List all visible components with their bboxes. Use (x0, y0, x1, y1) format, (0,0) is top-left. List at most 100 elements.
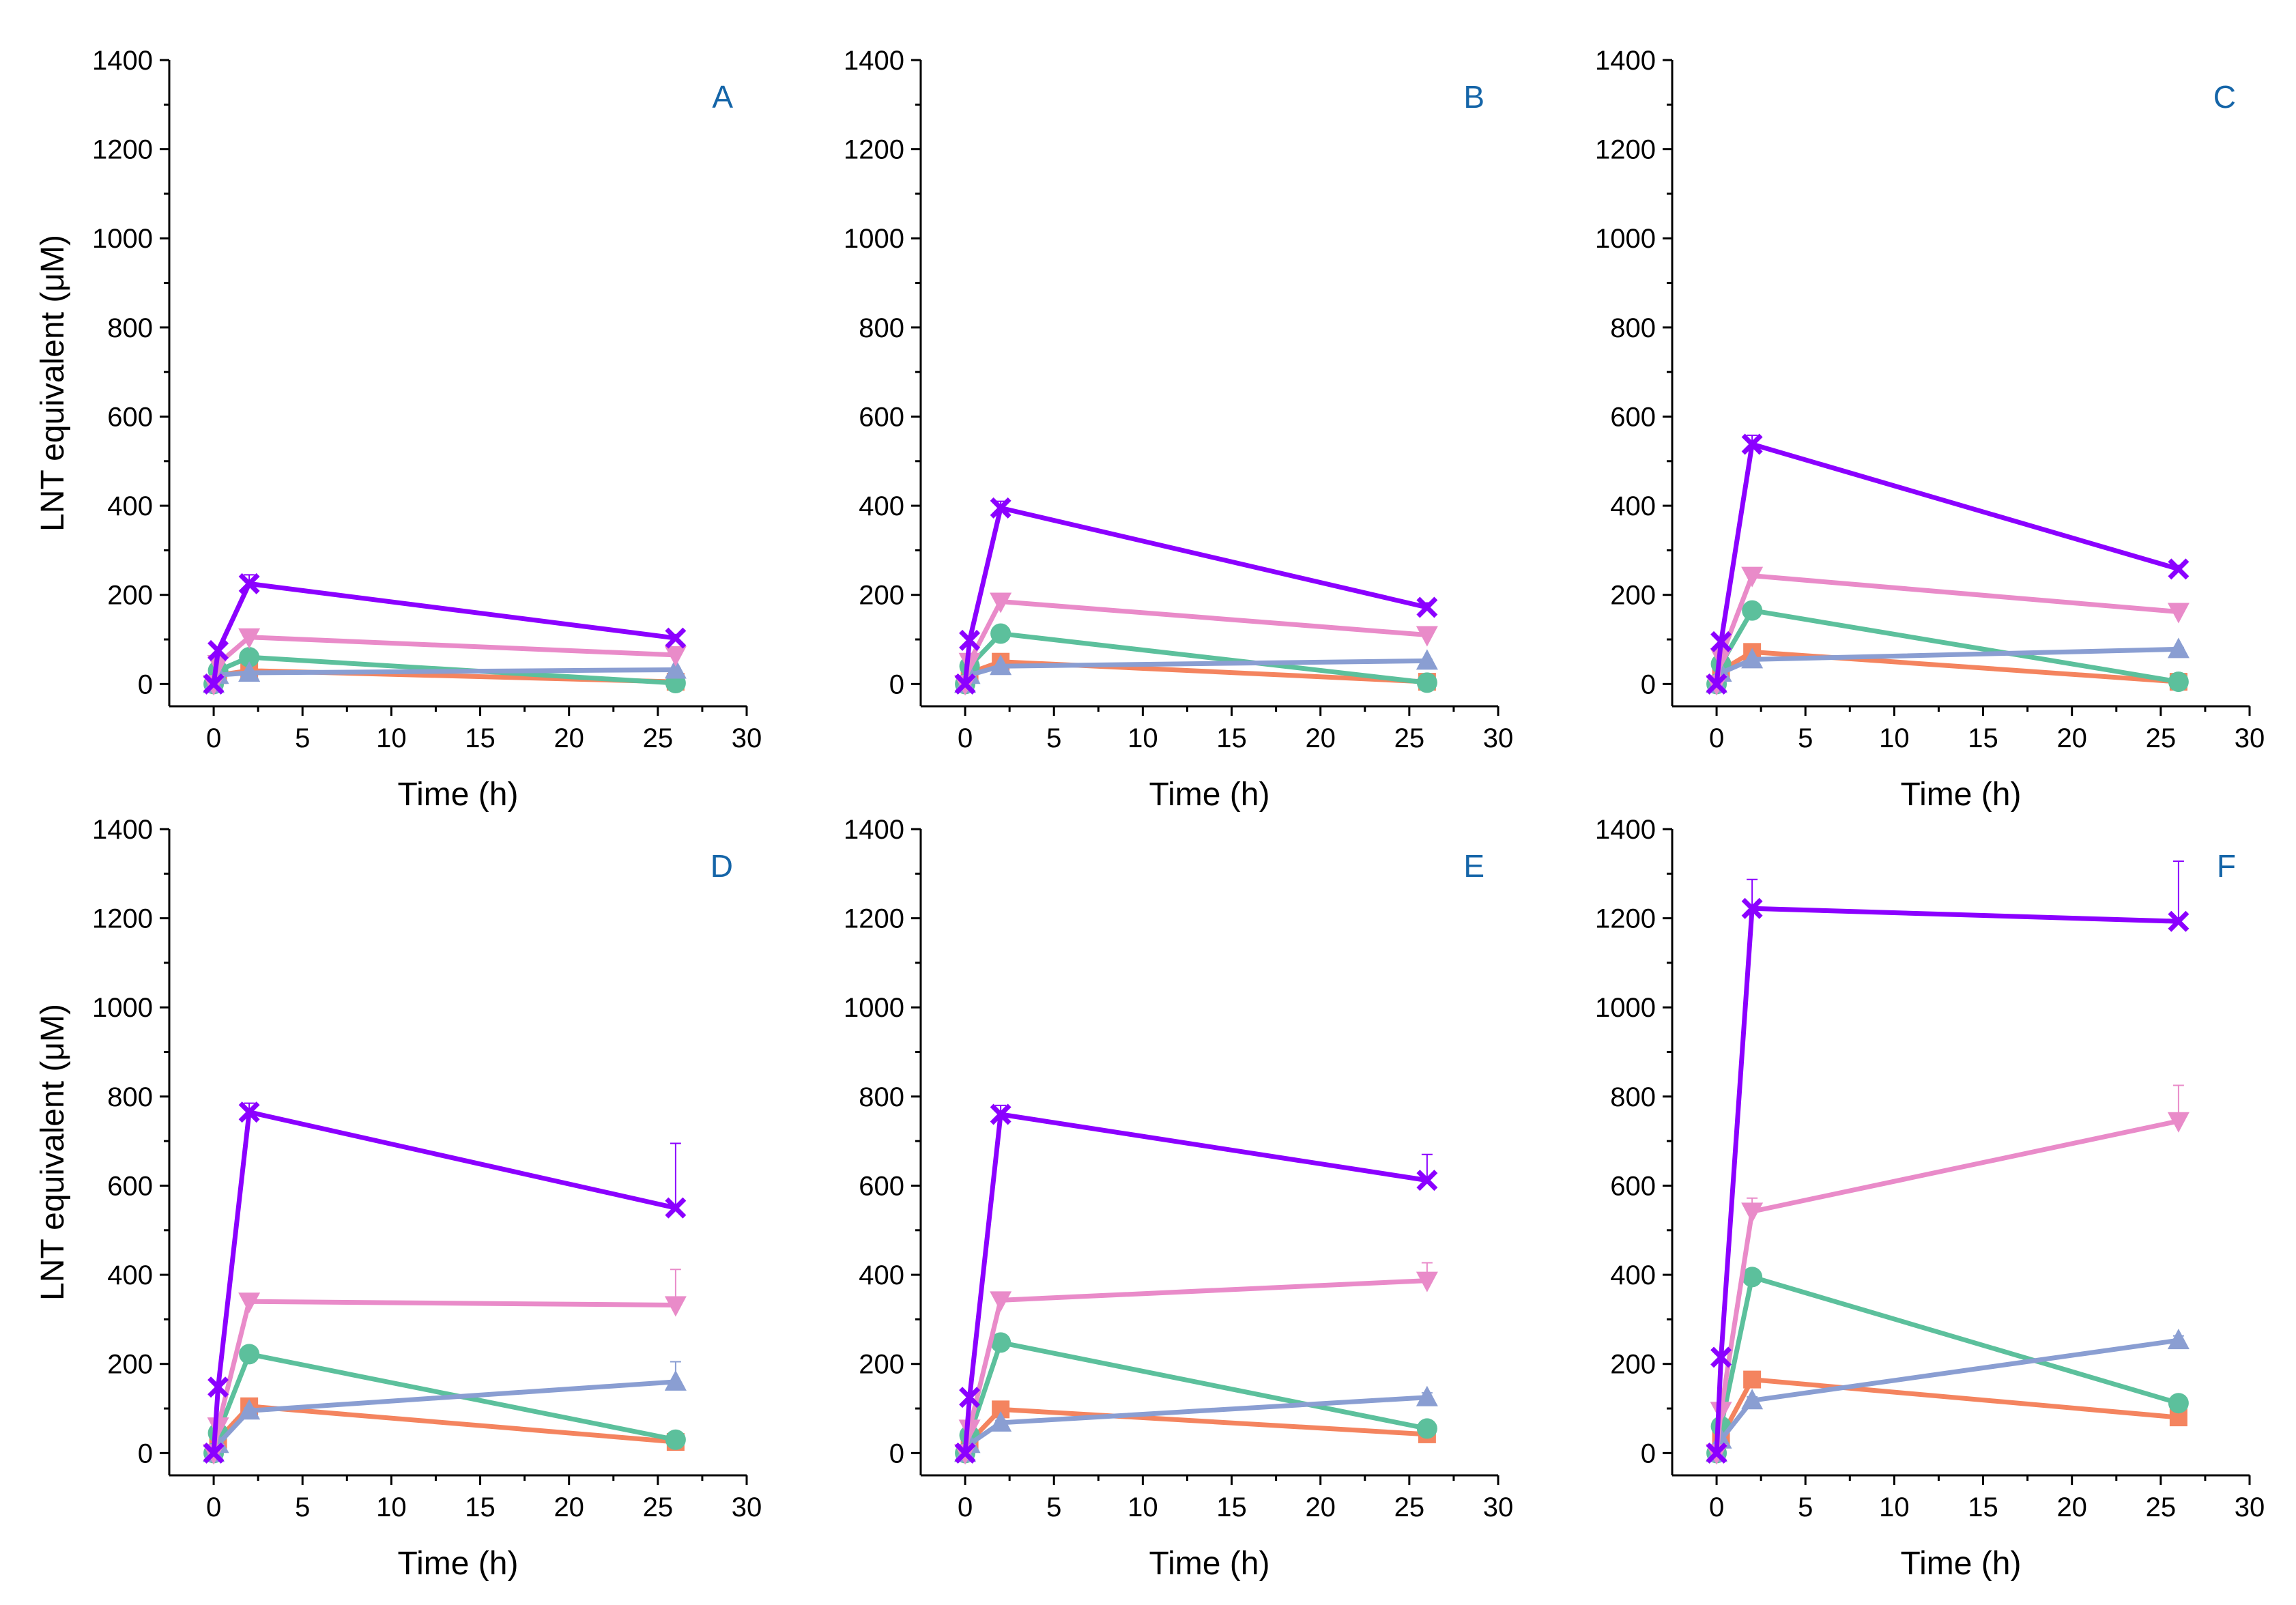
x-tick-label: 20 (554, 1492, 584, 1522)
panel-letter: E (1463, 848, 1484, 884)
x-tick-label: 30 (1483, 1492, 1514, 1522)
y-tick-label: 400 (1610, 491, 1656, 521)
series-s2 (203, 1344, 686, 1464)
chart-panel-e: 0 200 400 600 800 1000 1200 1400 0 5 10 15 20 25 30 Tim… (844, 815, 1513, 1582)
data-point (203, 1442, 225, 1464)
data-point (2168, 1393, 2189, 1414)
x-axis-title: Time (h) (1149, 777, 1270, 813)
y-tick-label: 400 (107, 491, 153, 521)
data-point (665, 1429, 686, 1450)
series-s5 (954, 497, 1438, 695)
y-axis-title: LNT equivalent (μM) (35, 235, 71, 532)
data-point (1710, 1402, 1732, 1423)
series-s5 (203, 1101, 687, 1464)
panel-letter: C (2213, 79, 2236, 115)
x-tick-label: 10 (376, 1492, 407, 1522)
y-tick-label: 0 (889, 669, 904, 699)
data-point (1742, 600, 1763, 621)
data-point (990, 1103, 1011, 1125)
data-point (665, 1197, 687, 1219)
y-tick-label: 800 (859, 1082, 904, 1112)
series-s3 (954, 1385, 1438, 1462)
y-tick-label: 800 (859, 313, 904, 343)
y-tick-label: 600 (107, 1171, 153, 1201)
data-point (238, 661, 261, 682)
series-s3 (203, 1361, 687, 1462)
y-tick-label: 800 (107, 1082, 153, 1112)
x-tick-label: 30 (732, 1492, 762, 1522)
y-tick-label: 400 (859, 1260, 904, 1290)
y-tick-label: 1400 (1595, 815, 1656, 845)
x-tick-label: 5 (295, 1492, 310, 1522)
x-tick-label: 30 (2235, 1492, 2265, 1522)
y-tick-label: 1000 (1595, 993, 1656, 1023)
y-tick-label: 1000 (92, 993, 153, 1023)
series-line (962, 1340, 1428, 1454)
x-tick-label: 0 (206, 1492, 221, 1522)
series-line (211, 1404, 676, 1454)
data-point (1416, 649, 1438, 670)
x-tick-label: 5 (1798, 1492, 1813, 1522)
x-tick-label: 25 (1394, 1492, 1425, 1522)
chart-panel-f: 0 200 400 600 800 1000 1200 1400 0 5 10 15 20 25 30 Tim… (1595, 815, 2265, 1582)
x-tick-label: 25 (2146, 723, 2177, 753)
data-point (1416, 1271, 1438, 1292)
y-tick-label: 1200 (844, 135, 904, 165)
y-tick-label: 1400 (92, 815, 153, 845)
data-point (1416, 672, 1437, 693)
x-tick-label: 20 (2056, 723, 2087, 753)
data-point (1416, 1170, 1438, 1191)
data-point (990, 1411, 1012, 1432)
data-point (203, 673, 225, 695)
data-point (1710, 1346, 1732, 1368)
series-s5 (1706, 861, 2190, 1464)
data-point (2167, 603, 2190, 624)
x-tick-label: 25 (2146, 1492, 2177, 1522)
y-tick-label: 800 (1610, 1082, 1656, 1112)
y-tick-label: 1200 (844, 904, 904, 934)
panel-letter: A (712, 79, 733, 115)
data-point (1741, 1389, 1764, 1410)
data-point (664, 646, 687, 667)
data-point (959, 629, 981, 651)
y-tick-label: 600 (1610, 1171, 1656, 1201)
x-tick-label: 20 (2056, 1492, 2087, 1522)
y-tick-label: 0 (1641, 1438, 1656, 1469)
x-tick-label: 25 (643, 1492, 674, 1522)
series-line (962, 505, 1428, 684)
data-point (1741, 566, 1764, 588)
data-point (207, 639, 229, 661)
x-tick-label: 20 (1305, 1492, 1336, 1522)
data-point (2167, 1329, 2190, 1350)
data-point (954, 1442, 976, 1464)
data-point (238, 628, 261, 649)
data-point (1742, 1267, 1763, 1288)
y-tick-label: 1400 (1595, 46, 1656, 76)
x-tick-label: 10 (1128, 1492, 1158, 1522)
data-point (990, 1291, 1012, 1312)
data-point (2168, 671, 2189, 693)
y-tick-label: 1200 (92, 135, 153, 165)
x-axis-title: Time (h) (398, 777, 519, 813)
x-tick-label: 5 (1046, 1492, 1061, 1522)
x-tick-label: 0 (206, 723, 221, 753)
panel-letter: B (1463, 79, 1484, 115)
x-tick-label: 10 (376, 723, 407, 753)
data-point (958, 1419, 981, 1441)
x-tick-label: 5 (1798, 723, 1813, 753)
data-point (207, 1417, 229, 1438)
x-tick-label: 20 (1305, 723, 1336, 753)
data-point (2168, 558, 2190, 580)
y-tick-label: 200 (1610, 581, 1656, 611)
y-tick-label: 600 (107, 402, 153, 432)
x-tick-label: 5 (295, 723, 310, 753)
data-point (990, 623, 1011, 644)
data-point (1741, 433, 1763, 455)
data-point (959, 1387, 981, 1408)
data-point (1416, 1418, 1437, 1439)
y-tick-label: 1400 (92, 46, 153, 76)
series-s2 (955, 1332, 1437, 1464)
x-tick-label: 25 (643, 723, 674, 753)
data-point (2168, 910, 2190, 932)
series-line (1714, 1274, 2179, 1454)
